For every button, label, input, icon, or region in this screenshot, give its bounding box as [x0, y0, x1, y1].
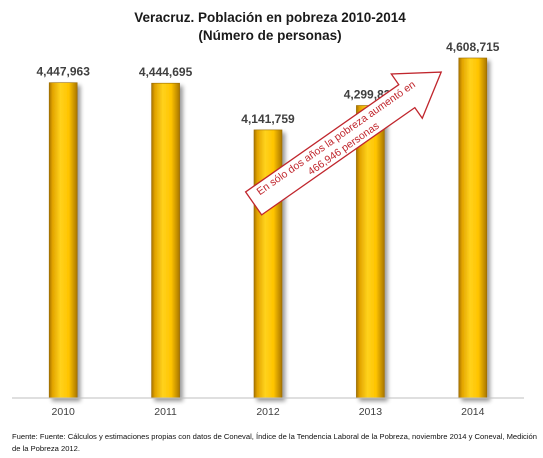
- data-label-2012: 4,141,759: [241, 112, 295, 126]
- x-tick-label-2011: 2011: [154, 406, 177, 418]
- chart-title: Veracruz. Población en pobreza 2010-2014: [134, 10, 406, 25]
- data-label-2011: 4,444,695: [139, 65, 193, 79]
- x-tick-label-2013: 2013: [359, 406, 383, 418]
- bars-layer: 4,447,963 4,444,6954,141,7594,299,8394,60…: [37, 40, 500, 399]
- data-label-2010: 4,447,963: [37, 65, 91, 79]
- x-tick-label-2014: 2014: [461, 406, 485, 418]
- data-label-2014: 4,608,715: [446, 40, 500, 54]
- chart-subtitle: (Número de personas): [198, 28, 341, 43]
- bar-2013: [356, 105, 385, 399]
- x-tick-label-2012: 2012: [256, 406, 280, 418]
- x-tick-label-2010: 2010: [52, 406, 76, 418]
- bar-2010: [48, 82, 78, 399]
- source-note: Fuente: Fuente: Cálculos y estimaciones …: [12, 432, 537, 453]
- ticks-layer: 2010 2011 2012 2013 2014: [52, 406, 485, 418]
- bar-2011: [151, 82, 180, 399]
- trend-arrow-shape: [244, 71, 443, 216]
- bar-2014: [458, 57, 488, 399]
